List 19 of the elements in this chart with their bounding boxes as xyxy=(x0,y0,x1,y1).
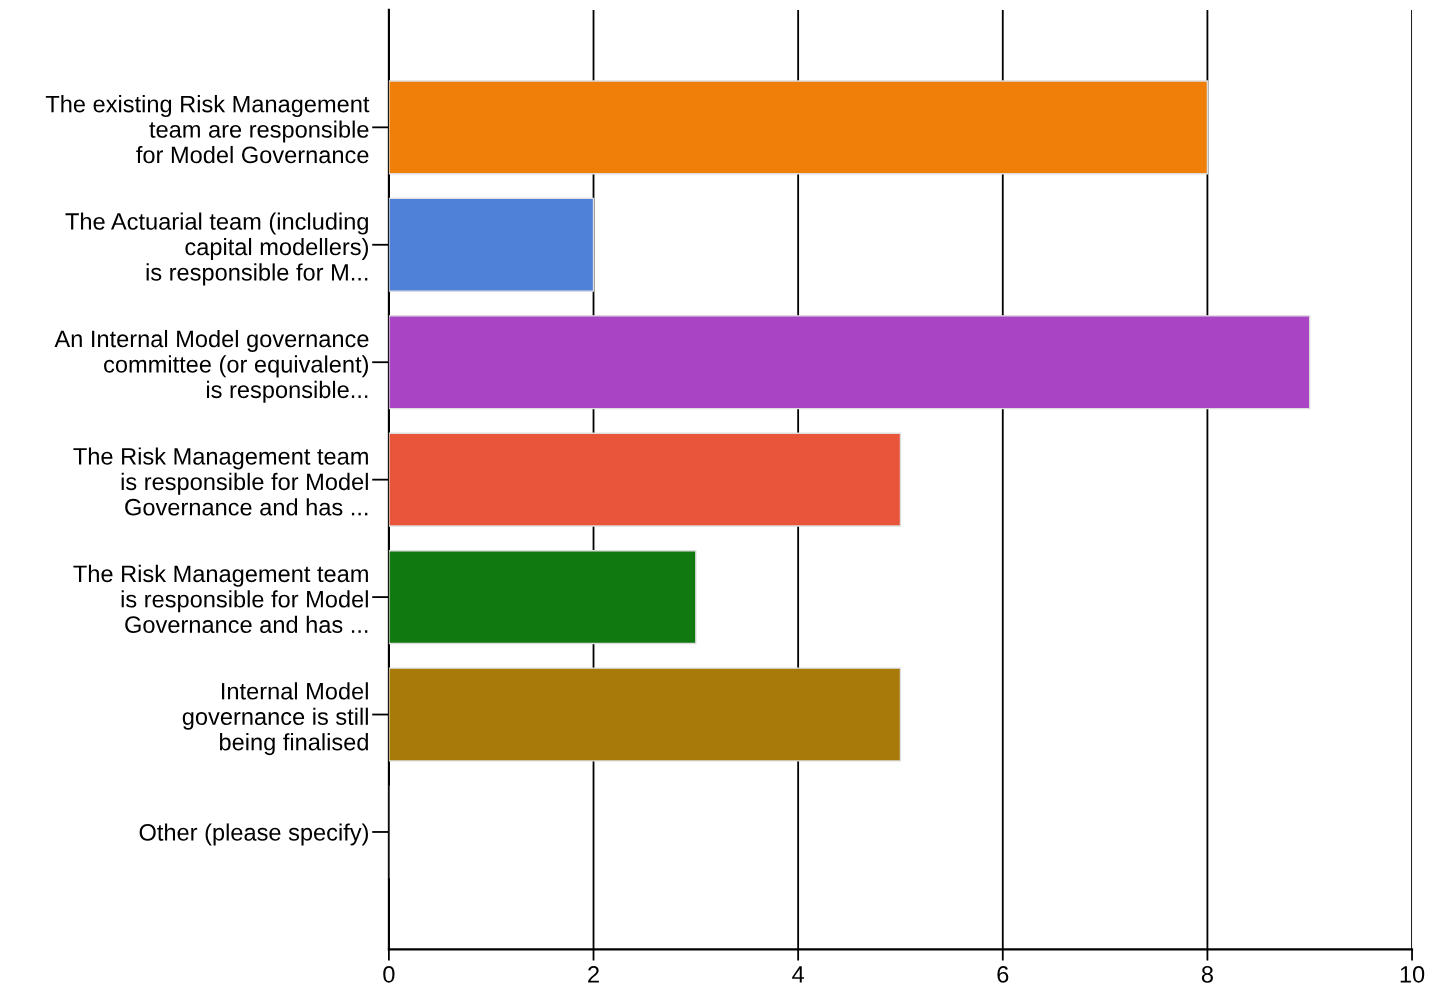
x-tick-label: 4 xyxy=(792,966,805,983)
bar xyxy=(388,80,1209,175)
bar xyxy=(388,197,595,292)
bar xyxy=(388,550,697,645)
y-tick-label: Internal Model governance is still being finalised xyxy=(182,682,368,756)
y-tick-label: The Actuarial team (including capital modellers) is responsible for M... xyxy=(65,212,368,286)
y-tick-label: Other (please specify) xyxy=(139,823,368,846)
y-tick-label: The Risk Management team is responsible for Model Governance and has ... xyxy=(73,564,368,634)
x-tick-label: 2 xyxy=(588,966,599,983)
x-tick-label: 8 xyxy=(1201,966,1213,983)
bar xyxy=(388,432,902,527)
bar xyxy=(388,315,1311,410)
bar xyxy=(388,667,902,762)
y-tick-label: The Risk Management team is responsible for Model Governance and has ... xyxy=(73,447,368,516)
y-tick-label: The existing Risk Management team are responsible for Model Governance xyxy=(45,95,370,164)
y-tick-label: An Internal Model governance committee (or equivalent) is responsible... xyxy=(54,329,369,403)
x-tick-label: 0 xyxy=(383,966,395,983)
x-tick-label: 10 xyxy=(1400,966,1425,983)
x-tick-label: 6 xyxy=(997,966,1009,983)
